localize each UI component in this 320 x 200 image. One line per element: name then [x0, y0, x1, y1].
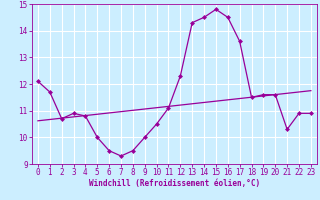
X-axis label: Windchill (Refroidissement éolien,°C): Windchill (Refroidissement éolien,°C): [89, 179, 260, 188]
